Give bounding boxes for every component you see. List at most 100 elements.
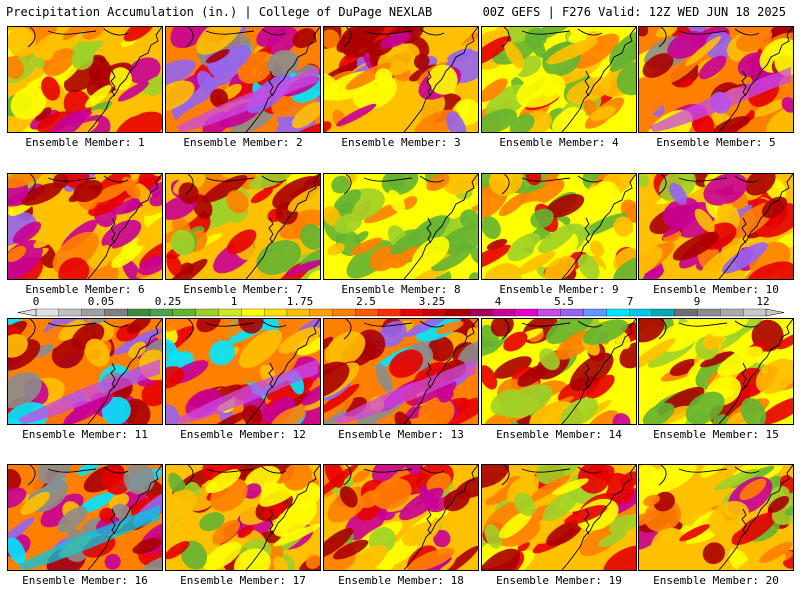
member-label: Ensemble Member: 8 (341, 283, 461, 296)
precip-field (639, 27, 793, 132)
precip-field (324, 465, 478, 570)
colorbar-tick-label: 0.25 (154, 295, 182, 308)
precip-map (165, 26, 321, 133)
colorbar-tick-label: 12 (756, 295, 770, 308)
colorbar-swatch (58, 308, 83, 317)
precip-field (482, 319, 636, 424)
colorbar-tick-label: 9 (693, 295, 701, 308)
colorbar-swatch (423, 308, 448, 317)
member-label: Ensemble Member: 15 (653, 428, 779, 441)
colorbar-swatch (400, 308, 425, 317)
precip-map (323, 318, 479, 425)
colorbar-swatch (743, 308, 767, 317)
precip-map (165, 318, 321, 425)
member-label: Ensemble Member: 17 (180, 574, 306, 587)
precip-field (482, 465, 636, 570)
precip-map (7, 173, 163, 280)
member-label: Ensemble Member: 6 (25, 283, 145, 296)
colorbar-tick-label: 1 (230, 295, 238, 308)
precip-map (481, 464, 637, 571)
colorbar-swatch (697, 308, 721, 317)
colorbar-swatch (560, 308, 584, 317)
colorbar-swatch (332, 308, 356, 317)
colorbar-min-arrow (17, 308, 37, 317)
precip-map (638, 464, 794, 571)
colorbar-tick-label: 2.5 (356, 295, 376, 308)
member-label: Ensemble Member: 19 (496, 574, 622, 587)
colorbar-tick-label: 0.05 (87, 295, 115, 308)
precip-map (481, 173, 637, 280)
member-label: Ensemble Member: 4 (499, 136, 619, 149)
colorbar-swatch (149, 308, 174, 317)
member-label: Ensemble Member: 1 (25, 136, 145, 149)
colorbar-swatch (241, 308, 265, 317)
colorbar-swatch (218, 308, 242, 317)
member-label: Ensemble Member: 2 (183, 136, 303, 149)
colorbar-tick-label: 1.75 (286, 295, 314, 308)
precip-map (323, 464, 479, 571)
member-label: Ensemble Member: 18 (338, 574, 464, 587)
member-label: Ensemble Member: 11 (22, 428, 148, 441)
precip-field (166, 465, 320, 570)
precip-field (324, 174, 478, 279)
colorbar-swatch (674, 308, 699, 317)
colorbar-swatch (195, 308, 219, 317)
precip-field (482, 27, 636, 132)
member-label: Ensemble Member: 10 (653, 283, 779, 296)
precip-field (324, 319, 478, 424)
colorbar-max-arrow (765, 308, 785, 317)
colorbar-tick-label: 0 (32, 295, 40, 308)
colorbar-swatch (263, 308, 288, 317)
precip-field (324, 27, 478, 132)
colorbar-swatch (172, 308, 197, 317)
precip-field (639, 465, 793, 570)
member-label: Ensemble Member: 14 (496, 428, 622, 441)
member-label: Ensemble Member: 20 (653, 574, 779, 587)
colorbar-swatch (606, 308, 630, 317)
colorbar-swatch (720, 308, 744, 317)
precip-colorbar (17, 308, 785, 317)
colorbar-swatch (127, 308, 151, 317)
member-label: Ensemble Member: 12 (180, 428, 306, 441)
colorbar-swatch (469, 308, 493, 317)
colorbar-swatch (355, 308, 379, 317)
member-label: Ensemble Member: 16 (22, 574, 148, 587)
precip-map (7, 464, 163, 571)
precip-map (323, 26, 479, 133)
page-title: Precipitation Accumulation (in.) | Colle… (6, 5, 433, 19)
colorbar-swatch (378, 308, 402, 317)
precip-map (638, 26, 794, 133)
colorbar-swatch (651, 308, 676, 317)
member-label: Ensemble Member: 5 (656, 136, 776, 149)
precip-map (481, 318, 637, 425)
colorbar-swatch (446, 308, 470, 317)
member-label: Ensemble Member: 13 (338, 428, 464, 441)
precip-map (165, 464, 321, 571)
colorbar-tick-label: 7 (626, 295, 634, 308)
precip-field (166, 27, 320, 132)
colorbar-swatch (492, 308, 516, 317)
precip-map (481, 26, 637, 133)
colorbar-swatch (628, 308, 653, 317)
precip-map (7, 318, 163, 425)
precip-field (8, 174, 162, 279)
precip-field (166, 174, 320, 279)
precip-map (638, 318, 794, 425)
colorbar-tick-label: 4 (494, 295, 502, 308)
precip-field (166, 319, 320, 424)
run-valid-time: 00Z GEFS | F276 Valid: 12Z WED JUN 18 20… (482, 5, 786, 19)
colorbar-swatch (286, 308, 311, 317)
precip-map (323, 173, 479, 280)
colorbar-swatch (537, 308, 562, 317)
precip-field (639, 319, 793, 424)
member-label: Ensemble Member: 9 (499, 283, 619, 296)
precip-map (165, 173, 321, 280)
precip-field (482, 174, 636, 279)
precip-field (639, 174, 793, 279)
colorbar-swatch (104, 308, 128, 317)
colorbar-tick-label: 3.25 (418, 295, 446, 308)
colorbar-swatch (583, 308, 607, 317)
precip-field (8, 319, 162, 424)
colorbar-swatch (309, 308, 334, 317)
member-label: Ensemble Member: 7 (183, 283, 303, 296)
